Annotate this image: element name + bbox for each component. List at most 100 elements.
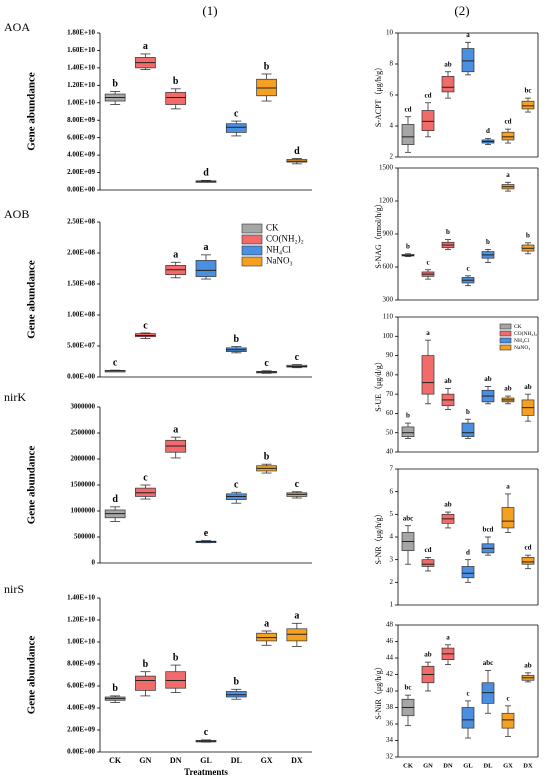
legend-label: CK [514, 324, 522, 330]
significance-letter: c [295, 352, 300, 363]
significance-letter: d [294, 146, 300, 157]
y-tick-label: 5 [390, 510, 394, 518]
y-axis-label: S-ACPT（μg/h/g） [374, 63, 383, 127]
x-tick-label: DN [170, 756, 182, 765]
y-tick-label: 40 [386, 687, 394, 695]
legend-label: CK [266, 223, 279, 233]
box [401, 426, 415, 437]
legend-label: CO(NH₂)₂ [266, 234, 304, 244]
significance-letter: b [446, 228, 450, 236]
significance-letter: b [112, 79, 118, 90]
y-tick-label: 3000000 [71, 403, 96, 411]
x-tick-label: GX [503, 762, 513, 769]
box [501, 507, 515, 529]
legend-swatch [241, 223, 263, 234]
significance-letter: d [486, 127, 490, 135]
significance-letter: ab [524, 661, 532, 669]
y-tick-label: 0.00E+00 [67, 748, 95, 756]
y-tick-label: 2 [390, 153, 394, 161]
box [501, 712, 515, 729]
legend-label: NaNO₃ [514, 345, 530, 351]
legend-swatch [241, 234, 263, 245]
significance-letter: b [234, 334, 240, 345]
significance-letter: b [526, 231, 530, 239]
y-tick-label: 0.00E+00 [67, 186, 95, 194]
x-axis-label: Treatments [184, 767, 228, 777]
x-tick-label: GL [463, 762, 473, 769]
box [521, 100, 535, 110]
y-tick-label: 1.20E+10 [67, 616, 95, 624]
y-tick-label: 1500 [379, 164, 394, 172]
significance-letter: b [173, 76, 179, 87]
y-tick-label: 38 [386, 703, 394, 711]
y-tick-label: 4 [390, 533, 394, 541]
y-tick-label: 2 [390, 578, 394, 586]
x-tick-label: GN [139, 756, 151, 765]
y-tick-label: 1000000 [71, 507, 96, 515]
x-tick-label: DN [443, 762, 453, 769]
y-tick-label: 8 [390, 60, 394, 68]
significance-letter: c [466, 264, 469, 272]
box [501, 131, 515, 141]
y-axis-label: S-NAG（nmol/h/g） [374, 199, 383, 268]
significance-letter: ab [424, 651, 432, 659]
y-tick-label: 3 [390, 555, 394, 563]
y-tick-label: 1200 [379, 197, 394, 205]
box [521, 557, 535, 565]
significance-letter: ab [524, 383, 532, 391]
y-tick-label: 60 [386, 409, 394, 417]
legend-label: NaNO₃ [266, 256, 293, 266]
y-tick-label: 4 [390, 122, 394, 130]
significance-letter: b [264, 451, 270, 462]
y-tick-label: 44 [386, 654, 394, 662]
y-tick-label: 6 [390, 487, 394, 495]
significance-letter: a [173, 424, 178, 435]
significance-letter: ab [444, 60, 452, 68]
significance-letter: cd [505, 118, 512, 126]
y-tick-label: 6 [390, 91, 394, 99]
box [225, 691, 247, 698]
significance-letter: c [113, 357, 118, 368]
legend-label: CO(NH₂)₂ [514, 330, 537, 337]
y-tick-label: 0.00E+00 [67, 373, 95, 381]
y-tick-label: 2.00E+09 [67, 726, 95, 734]
box [441, 76, 455, 93]
box [461, 566, 475, 579]
box [195, 260, 217, 277]
y-axis-label: S-NR（μg/h/g） [374, 510, 383, 565]
significance-letter: c [506, 694, 509, 702]
y-tick-label: 4.00E+09 [67, 704, 95, 712]
y-tick-label: 36 [386, 720, 394, 728]
y-tick-label: 1.00E+08 [67, 311, 95, 319]
significance-letter: cd [425, 91, 432, 99]
y-tick-label: 500000 [74, 533, 96, 541]
y-tick-label: 34 [386, 736, 394, 744]
y-tick-label: 10 [386, 29, 394, 37]
y-tick-label: 70 [386, 390, 394, 398]
y-tick-label: 1.50E+08 [67, 280, 95, 288]
y-tick-label: 600 [383, 263, 394, 271]
legend-swatch [241, 245, 263, 256]
y-tick-label: 1.40E+10 [67, 594, 95, 602]
significance-letter: a [466, 31, 470, 39]
y-tick-label: 300 [383, 296, 394, 304]
significance-letter: d [112, 494, 118, 505]
significance-letter: b [486, 238, 490, 246]
box [421, 559, 435, 567]
y-tick-label: 900 [383, 230, 394, 238]
legend-swatch [499, 323, 512, 330]
y-tick-label: 42 [386, 670, 394, 678]
y-tick-label: 48 [386, 621, 394, 629]
significance-letter: a [506, 483, 510, 491]
y-axis-label: Gene abundance [26, 260, 38, 339]
panel-title: nirK [4, 390, 26, 404]
box [135, 675, 156, 691]
y-tick-label: 46 [386, 637, 394, 645]
x-tick-label: CK [109, 756, 122, 765]
legend-swatch [499, 337, 512, 344]
y-tick-label: 0 [92, 559, 96, 567]
significance-letter: bc [405, 684, 412, 692]
box [401, 124, 415, 145]
y-tick-label: 90 [386, 351, 394, 359]
